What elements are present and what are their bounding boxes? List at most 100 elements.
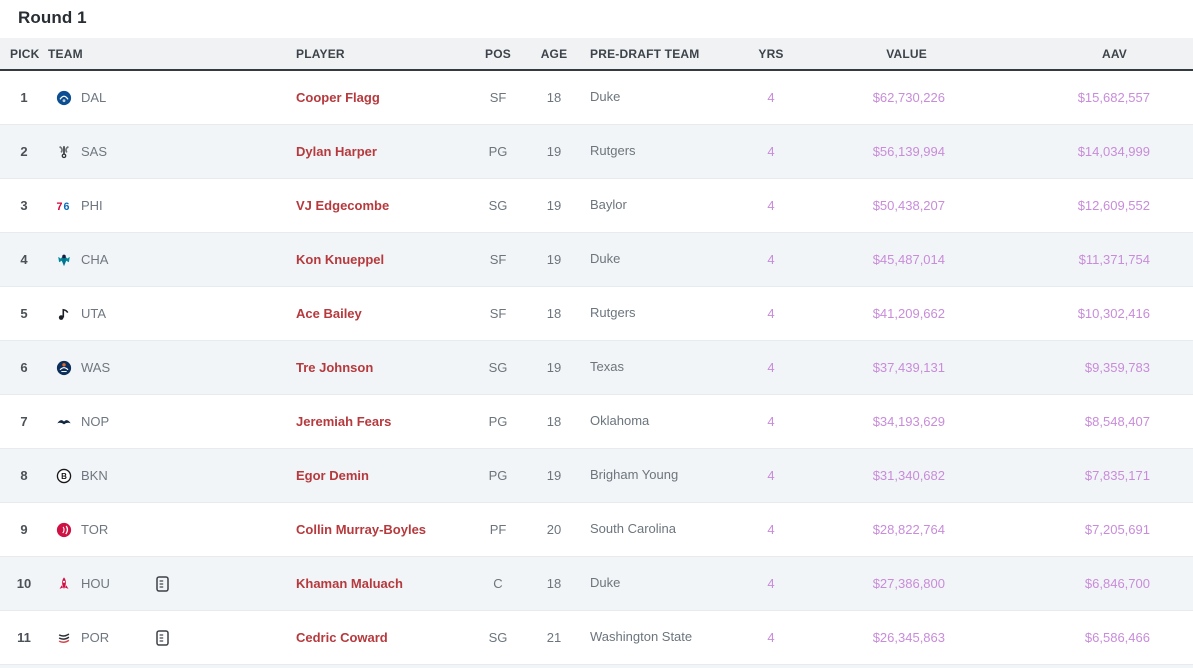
age: 19 [546,144,562,159]
pre-draft-team: Texas [590,359,624,375]
contract-value: $37,439,131 [872,360,945,375]
table-row: 5 UTA Ace Bailey SF 18 Rutgers 4 $41,209… [0,287,1193,341]
table-row: 1 DAL Cooper Flagg SF 18 Duke 4 $62,730,… [0,70,1193,125]
player-name[interactable]: Egor Demin [296,468,369,483]
team-cell: POR [48,611,280,665]
team-abbr[interactable]: WAS [81,360,111,375]
player-name[interactable]: Ace Bailey [296,306,362,321]
age: 18 [526,665,582,668]
position: PF [489,522,507,537]
contract-value: $45,487,014 [872,252,945,267]
column-header-pick: PICK [0,38,48,71]
position: PG [488,144,508,159]
column-header-aav: AAV [945,38,1193,71]
contract-years: 4 [767,414,775,429]
pre-draft-team: Duke [590,575,621,591]
team-logo-por [56,630,72,646]
team-abbr[interactable]: PHI [81,198,103,213]
position: PF [470,665,526,668]
table-row: 6 WAS Tre Johnson SG 19 Texas 4 $37,439,… [0,340,1193,395]
contract-value: $50,438,207 [872,198,945,213]
team-logo-tor [56,522,72,538]
pick-number: 7 [20,414,28,429]
column-header-pos: POS [470,38,526,71]
team-abbr[interactable]: SAS [81,144,108,159]
contract-years: 4 [767,198,775,213]
contract-years: 4 [767,306,775,321]
age: 18 [546,90,562,105]
player-name[interactable]: Collin Murray-Boyles [296,522,427,537]
team-abbr[interactable]: BKN [81,468,108,483]
contract-years: 4 [748,665,794,668]
contract-note-icon[interactable] [156,629,169,646]
team-logo-cha [56,252,72,268]
pre-draft-team: South Carolina [590,521,676,537]
contract-aav: $12,609,552 [1077,198,1150,213]
team-abbr[interactable]: TOR [81,522,109,537]
team-abbr[interactable]: CHA [81,252,109,267]
pick-number: 5 [20,306,28,321]
team-cell: TOR [48,503,280,557]
team-abbr[interactable]: NOP [81,414,110,429]
player-name[interactable]: Tre Johnson [296,360,374,375]
pick-number: 3 [20,198,28,213]
contract-years: 4 [767,144,775,159]
position: SG [488,360,508,375]
pre-draft-team: Duke [590,251,621,267]
team-cell: WAS [48,341,280,395]
player-name[interactable]: Khaman Maluach [296,576,403,591]
team-abbr[interactable]: HOU [81,576,110,591]
age: 20 [546,522,562,537]
team-logo-nop [56,414,72,430]
team-logo-dal [56,90,72,106]
pre-draft-team: Oklahoma [590,413,650,429]
team-logo-was [56,360,72,376]
contract-value: $25,333,944 [794,665,945,668]
column-header-team: TEAM [48,38,280,71]
contract-value: $26,345,863 [872,630,945,645]
contract-aav: $7,835,171 [1084,468,1150,483]
column-header-player: PLAYER [280,38,470,71]
position: PG [488,414,508,429]
team-cell: HOU [48,557,280,611]
pick-number: 6 [20,360,28,375]
player-name[interactable]: Dylan Harper [296,144,377,159]
team-logo-sas [56,144,72,160]
table-row: 12 CHI Noa Essengue PF 18 Ratiopharm Ulm… [0,664,1193,668]
position: SG [488,630,508,645]
contract-aav: $6,333,486 [945,665,1193,668]
contract-years: 4 [767,522,775,537]
player-name[interactable]: VJ Edgecombe [296,198,390,213]
team-abbr[interactable]: POR [81,630,110,645]
draft-table: PICK TEAM PLAYER POS AGE PRE-DRAFT TEAM … [0,38,1193,668]
contract-aav: $9,359,783 [1084,360,1150,375]
age: 18 [546,576,562,591]
pre-draft-team: Baylor [590,197,627,213]
contract-note-icon[interactable] [156,575,169,592]
contract-aav: $6,586,466 [1084,630,1150,645]
pre-draft-team: Duke [590,89,621,105]
team-abbr[interactable]: UTA [81,306,107,321]
team-logo-uta [56,306,72,322]
position: SF [489,90,507,105]
position: SF [489,252,507,267]
contract-value: $27,386,800 [872,576,945,591]
contract-years: 4 [767,576,775,591]
pick-number: 10 [16,576,32,591]
contract-value: $62,730,226 [872,90,945,105]
svg-text:7: 7 [56,201,62,213]
player-name[interactable]: Kon Knueppel [296,252,385,267]
player-name[interactable]: Cooper Flagg [296,90,380,105]
pick-number: 9 [20,522,28,537]
column-header-value: VALUE [794,38,945,71]
team-cell: DAL [48,70,280,125]
table-row: 7 NOP Jeremiah Fears PG 18 Oklahoma 4 $3… [0,395,1193,449]
team-cell: SAS [48,125,280,179]
position: SG [488,198,508,213]
team-abbr[interactable]: DAL [81,90,107,105]
player-name[interactable]: Noa Essengue [280,665,470,668]
player-name[interactable]: Jeremiah Fears [296,414,392,429]
player-name[interactable]: Cedric Coward [296,630,388,645]
